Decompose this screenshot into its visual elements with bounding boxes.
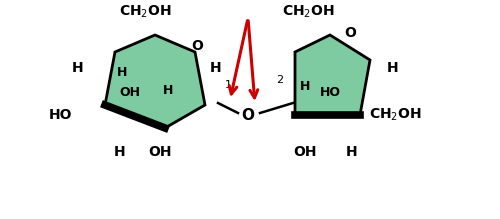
Text: CH$_2$OH: CH$_2$OH [118,4,172,20]
Text: HO: HO [48,108,72,122]
Text: H: H [387,61,399,75]
Text: H: H [117,65,127,78]
Text: H: H [346,145,358,159]
Text: H: H [210,61,222,75]
Text: 2: 2 [276,75,283,85]
Text: O: O [344,26,356,40]
Text: H: H [300,81,310,94]
Text: H: H [72,61,84,75]
Text: CH$_2$OH: CH$_2$OH [368,107,422,123]
Text: O: O [191,39,203,53]
Text: O: O [242,108,254,122]
Polygon shape [295,35,370,115]
Text: H: H [114,145,126,159]
Polygon shape [105,35,205,128]
Text: H: H [163,83,173,97]
Text: OH: OH [293,145,317,159]
Text: OH: OH [148,145,172,159]
Text: HO: HO [320,85,340,99]
Text: 1: 1 [224,80,232,90]
Text: CH$_2$OH: CH$_2$OH [282,4,335,20]
Text: OH: OH [120,85,141,99]
